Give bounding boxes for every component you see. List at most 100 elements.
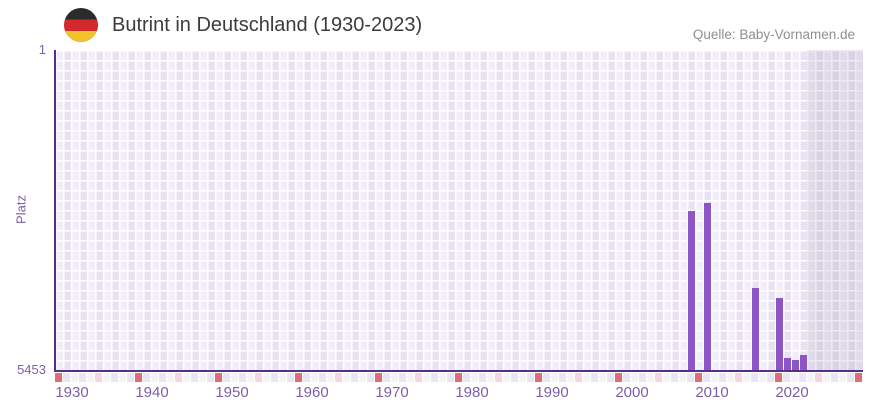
year-cell-1998 (599, 373, 606, 382)
half-decade-marker-2005 (655, 373, 662, 382)
year-cell-2024 (807, 373, 814, 382)
year-cell-1971 (383, 373, 390, 382)
year-cell-2009 (687, 373, 694, 382)
year-cell-2007 (671, 373, 678, 382)
half-decade-marker-1975 (415, 373, 422, 382)
year-cell-2022 (791, 373, 798, 382)
year-cell-1973 (399, 373, 406, 382)
year-cell-2003 (639, 373, 646, 382)
decade-marker-1990 (535, 373, 542, 382)
year-cell-1982 (471, 373, 478, 382)
year-cell-1953 (239, 373, 246, 382)
year-cell-2019 (767, 373, 774, 382)
chart-title: Butrint in Deutschland (1930-2023) (112, 14, 423, 36)
y-axis-tick-bottom: 5453 (17, 362, 46, 377)
german-flag-icon (64, 8, 98, 42)
bar-2011[interactable] (703, 203, 711, 370)
year-cell-2018 (759, 373, 766, 382)
y-axis-line (53, 50, 56, 372)
year-cell-1994 (567, 373, 574, 382)
year-cell-2016 (743, 373, 750, 382)
year-cell-1969 (367, 373, 374, 382)
year-cell-1938 (119, 373, 126, 382)
year-cell-1983 (479, 373, 486, 382)
year-cell-1977 (431, 373, 438, 382)
half-decade-marker-2025 (815, 373, 822, 382)
year-cell-1986 (503, 373, 510, 382)
year-cell-1952 (231, 373, 238, 382)
year-cell-1999 (607, 373, 614, 382)
bar-2009[interactable] (687, 211, 695, 370)
year-cell-1968 (359, 373, 366, 382)
decade-marker-1940 (135, 373, 142, 382)
year-cell-2012 (711, 373, 718, 382)
year-marker-strip (55, 373, 863, 382)
year-cell-1978 (439, 373, 446, 382)
half-decade-marker-1935 (95, 373, 102, 382)
decade-marker-1950 (215, 373, 222, 382)
year-cell-2029 (847, 373, 854, 382)
x-axis-tick-1940: 1940 (135, 384, 169, 401)
year-cell-1931 (63, 373, 70, 382)
year-cell-1987 (511, 373, 518, 382)
x-axis-tick-1950: 1950 (215, 384, 249, 401)
bar-2022[interactable] (791, 359, 799, 370)
year-cell-1932 (71, 373, 78, 382)
year-cell-1951 (223, 373, 230, 382)
year-cell-1946 (183, 373, 190, 382)
x-axis-tick-2000: 2000 (615, 384, 649, 401)
year-cell-1939 (127, 373, 134, 382)
year-cell-2021 (783, 373, 790, 382)
year-cell-2014 (727, 373, 734, 382)
year-cell-1958 (279, 373, 286, 382)
year-cell-1966 (343, 373, 350, 382)
bar-2021[interactable] (783, 358, 791, 370)
decade-marker-1930 (55, 373, 62, 382)
decade-marker-2010 (695, 373, 702, 382)
year-cell-1954 (247, 373, 254, 382)
source-attribution: Quelle: Baby-Vornamen.de (692, 27, 855, 42)
half-decade-marker-1985 (495, 373, 502, 382)
year-cell-1934 (87, 373, 94, 382)
year-cell-2002 (631, 373, 638, 382)
year-cell-1972 (391, 373, 398, 382)
year-cell-1988 (519, 373, 526, 382)
x-axis-tick-2020: 2020 (775, 384, 809, 401)
bar-2017[interactable] (751, 287, 759, 370)
year-cell-1984 (487, 373, 494, 382)
decade-marker-1980 (455, 373, 462, 382)
x-axis-tick-1970: 1970 (375, 384, 409, 401)
x-axis-tick-2010: 2010 (695, 384, 729, 401)
year-cell-1941 (143, 373, 150, 382)
year-cell-2011 (703, 373, 710, 382)
y-axis-title: Platz (13, 195, 29, 224)
year-cell-1992 (551, 373, 558, 382)
year-cell-2027 (831, 373, 838, 382)
half-decade-marker-1995 (575, 373, 582, 382)
year-cell-1942 (151, 373, 158, 382)
year-cell-2006 (663, 373, 670, 382)
bar-2020[interactable] (775, 297, 783, 370)
year-cell-1991 (543, 373, 550, 382)
decade-marker-2020 (775, 373, 782, 382)
decade-marker-1970 (375, 373, 382, 382)
year-cell-1933 (79, 373, 86, 382)
year-cell-1962 (311, 373, 318, 382)
half-decade-marker-2015 (735, 373, 742, 382)
year-cell-2023 (799, 373, 806, 382)
half-decade-marker-1945 (175, 373, 182, 382)
half-decade-marker-1955 (255, 373, 262, 382)
year-cell-1947 (191, 373, 198, 382)
year-cell-1981 (463, 373, 470, 382)
decade-marker-2000 (615, 373, 622, 382)
year-cell-1956 (263, 373, 270, 382)
year-cell-1949 (207, 373, 214, 382)
year-cell-1937 (111, 373, 118, 382)
bar-2023[interactable] (799, 354, 807, 370)
year-cell-2013 (719, 373, 726, 382)
x-axis-line (53, 370, 863, 372)
year-cell-2001 (623, 373, 630, 382)
year-cell-1957 (271, 373, 278, 382)
year-cell-1948 (199, 373, 206, 382)
